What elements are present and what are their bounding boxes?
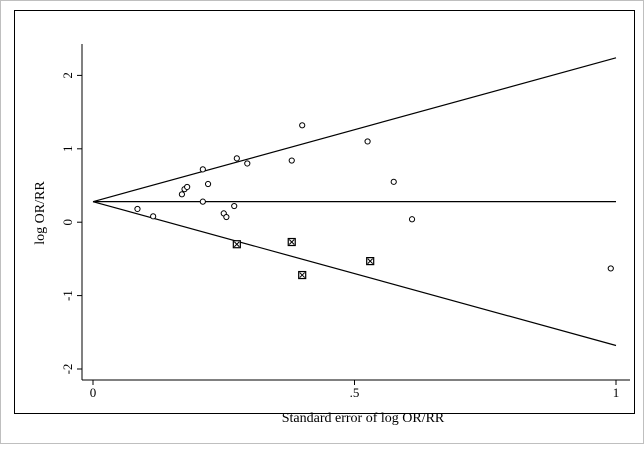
upper-confidence-limit-line [92, 57, 617, 203]
study-point-circle [231, 202, 238, 210]
study-point-circle [223, 213, 230, 221]
study-point-circle [134, 205, 141, 213]
axes: -2 -1 0 1 2 0 .5 1 [60, 44, 630, 400]
marker-cross [233, 241, 240, 248]
y-tick-label: 0 [60, 219, 75, 226]
study-point-circle [199, 166, 206, 173]
y-tick-label: -1 [60, 290, 75, 301]
lower-confidence-limit-line [92, 201, 617, 347]
y-tick-label: 1 [60, 146, 75, 153]
x-tick-label: 0 [90, 385, 97, 400]
x-axis-label: Standard error of log OR/RR [282, 411, 445, 426]
marker-cross [299, 272, 306, 278]
study-point-boxed-x [298, 270, 307, 280]
study-point-boxed-x [287, 237, 296, 247]
x-tick-label: 1 [613, 385, 620, 400]
marker-cross [367, 258, 374, 264]
x-tick-label: .5 [350, 385, 360, 400]
y-tick-label: 2 [60, 72, 75, 79]
study-point-circle [178, 191, 186, 198]
figure-border [14, 10, 635, 414]
study-point-circle [288, 157, 295, 164]
study-point-circle [150, 213, 157, 220]
study-point-boxed-x [232, 240, 241, 249]
study-point-circle [607, 265, 614, 272]
y-tick-label: -2 [60, 364, 75, 375]
study-point-circle [390, 178, 397, 185]
study-point-circle [408, 216, 416, 223]
study-point-circle [184, 183, 191, 191]
study-point-circle [204, 180, 212, 188]
study-point-boxed-x [366, 257, 375, 266]
data-points [134, 122, 614, 280]
study-point-circle [244, 160, 251, 167]
study-point-circle [233, 155, 240, 162]
y-axis-label: log OR/RR [33, 181, 48, 245]
marker-cross [288, 239, 295, 245]
study-point-circle [199, 198, 206, 205]
study-point-circle [364, 138, 371, 145]
funnel-lines [92, 57, 617, 347]
study-point-circle [299, 122, 306, 129]
